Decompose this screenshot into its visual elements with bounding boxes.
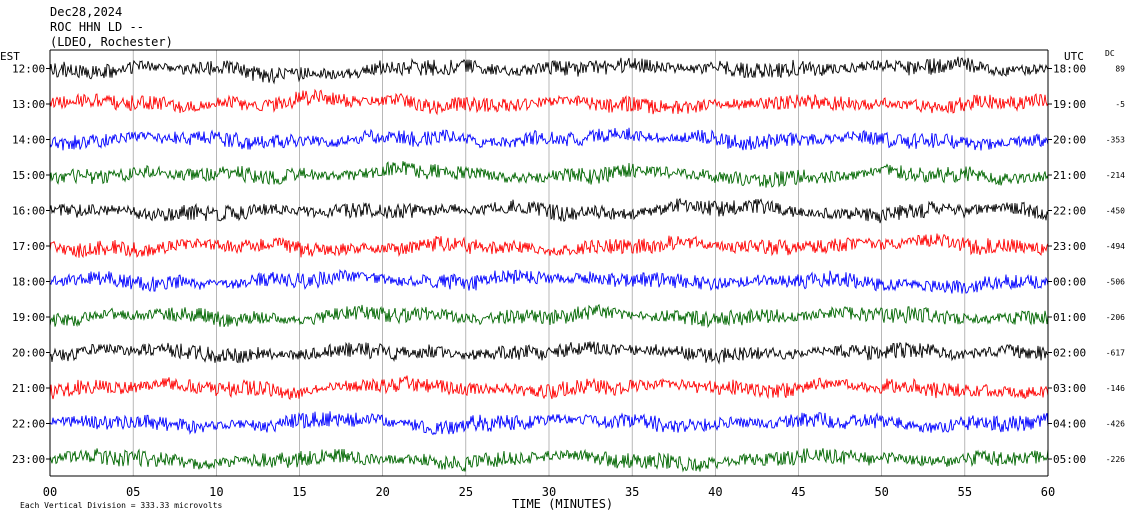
dc-value-10: -426 bbox=[1106, 420, 1125, 429]
x-tick-label-05: 05 bbox=[126, 485, 140, 499]
est-label-2100: 21:00 bbox=[12, 382, 45, 395]
est-label-1300: 13:00 bbox=[12, 98, 45, 111]
x-tick-label-40: 40 bbox=[708, 485, 722, 499]
x-tick-label-10: 10 bbox=[209, 485, 223, 499]
dc-value-4: -450 bbox=[1106, 207, 1125, 216]
x-tick-label-35: 35 bbox=[625, 485, 639, 499]
est-label-1700: 17:00 bbox=[12, 240, 45, 253]
x-tick-label-30: 30 bbox=[542, 485, 556, 499]
trace-1500 bbox=[49, 161, 1049, 188]
utc-label-2000: 20:00 bbox=[1053, 134, 1086, 147]
plot-frame bbox=[49, 49, 1049, 477]
dc-value-11: -226 bbox=[1106, 455, 1125, 464]
chart-title-line-1: Dec28,2024 bbox=[50, 5, 122, 19]
x-tick-label-20: 20 bbox=[375, 485, 389, 499]
x-tick-label-15: 15 bbox=[292, 485, 306, 499]
x-tick-label-00: 00 bbox=[43, 485, 57, 499]
footer-note: Each Vertical Division = 333.33 microvol… bbox=[20, 501, 222, 510]
utc-label-1900: 19:00 bbox=[1053, 98, 1086, 111]
trace-1900 bbox=[49, 303, 1049, 329]
x-tick-label-45: 45 bbox=[791, 485, 805, 499]
utc-label-2200: 22:00 bbox=[1053, 205, 1086, 218]
utc-label-2100: 21:00 bbox=[1053, 169, 1086, 182]
left-axis-label: EST bbox=[0, 50, 20, 63]
trace-1200 bbox=[49, 56, 1049, 85]
trace-1300 bbox=[49, 88, 1049, 116]
utc-label-0200: 02:00 bbox=[1053, 347, 1086, 360]
utc-label-0000: 00:00 bbox=[1053, 276, 1086, 289]
trace-1600 bbox=[49, 197, 1049, 224]
chart-grid bbox=[46, 50, 1052, 476]
trace-1400 bbox=[49, 127, 1049, 151]
utc-label-0300: 03:00 bbox=[1053, 382, 1086, 395]
chart-labels: 00 05 10 15 20 25 30 35 40 45 50 55 60 12:00 18:00 89 13… bbox=[12, 63, 1125, 500]
est-label-1600: 16:00 bbox=[12, 205, 45, 218]
trace-2000 bbox=[49, 341, 1049, 365]
est-label-1900: 19:00 bbox=[12, 311, 45, 324]
dc-value-2: -353 bbox=[1106, 136, 1125, 145]
x-tick-label-55: 55 bbox=[958, 485, 972, 499]
dc-value-8: -617 bbox=[1106, 349, 1125, 358]
chart-title-line-3: (LDEO, Rochester) bbox=[50, 35, 173, 49]
x-tick-label-50: 50 bbox=[874, 485, 888, 499]
est-label-2000: 20:00 bbox=[12, 347, 45, 360]
trace-2200 bbox=[49, 411, 1049, 436]
x-tick-label-25: 25 bbox=[459, 485, 473, 499]
dc-value-0: 89 bbox=[1115, 65, 1125, 74]
est-label-1500: 15:00 bbox=[12, 169, 45, 182]
dc-value-9: -146 bbox=[1106, 384, 1125, 393]
x-axis-label: TIME (MINUTES) bbox=[512, 497, 613, 511]
chart-title-line-2: ROC HHN LD -- bbox=[50, 20, 144, 34]
est-label-2300: 23:00 bbox=[12, 453, 45, 466]
est-label-1400: 14:00 bbox=[12, 134, 45, 147]
x-tick-label-60: 60 bbox=[1041, 485, 1055, 499]
dc-value-1: -5 bbox=[1115, 100, 1125, 109]
utc-label-0500: 05:00 bbox=[1053, 453, 1086, 466]
est-label-1200: 12:00 bbox=[12, 63, 45, 76]
est-label-1800: 18:00 bbox=[12, 276, 45, 289]
trace-1800 bbox=[49, 269, 1049, 294]
utc-label-0400: 04:00 bbox=[1053, 418, 1086, 431]
utc-label-2300: 23:00 bbox=[1053, 240, 1086, 253]
trace-2100 bbox=[49, 375, 1049, 401]
dc-value-7: -206 bbox=[1106, 313, 1125, 322]
dc-value-6: -506 bbox=[1106, 278, 1125, 287]
right-axis-label: UTC bbox=[1064, 50, 1084, 63]
dc-column-label: DC bbox=[1105, 49, 1115, 58]
seismic-traces bbox=[49, 56, 1049, 473]
utc-label-0100: 01:00 bbox=[1053, 311, 1086, 324]
dc-value-5: -494 bbox=[1106, 242, 1125, 251]
dc-value-3: -214 bbox=[1106, 171, 1125, 180]
est-label-2200: 22:00 bbox=[12, 418, 45, 431]
trace-2300 bbox=[49, 448, 1049, 473]
trace-1700 bbox=[49, 233, 1049, 259]
utc-label-1800: 18:00 bbox=[1053, 63, 1086, 76]
